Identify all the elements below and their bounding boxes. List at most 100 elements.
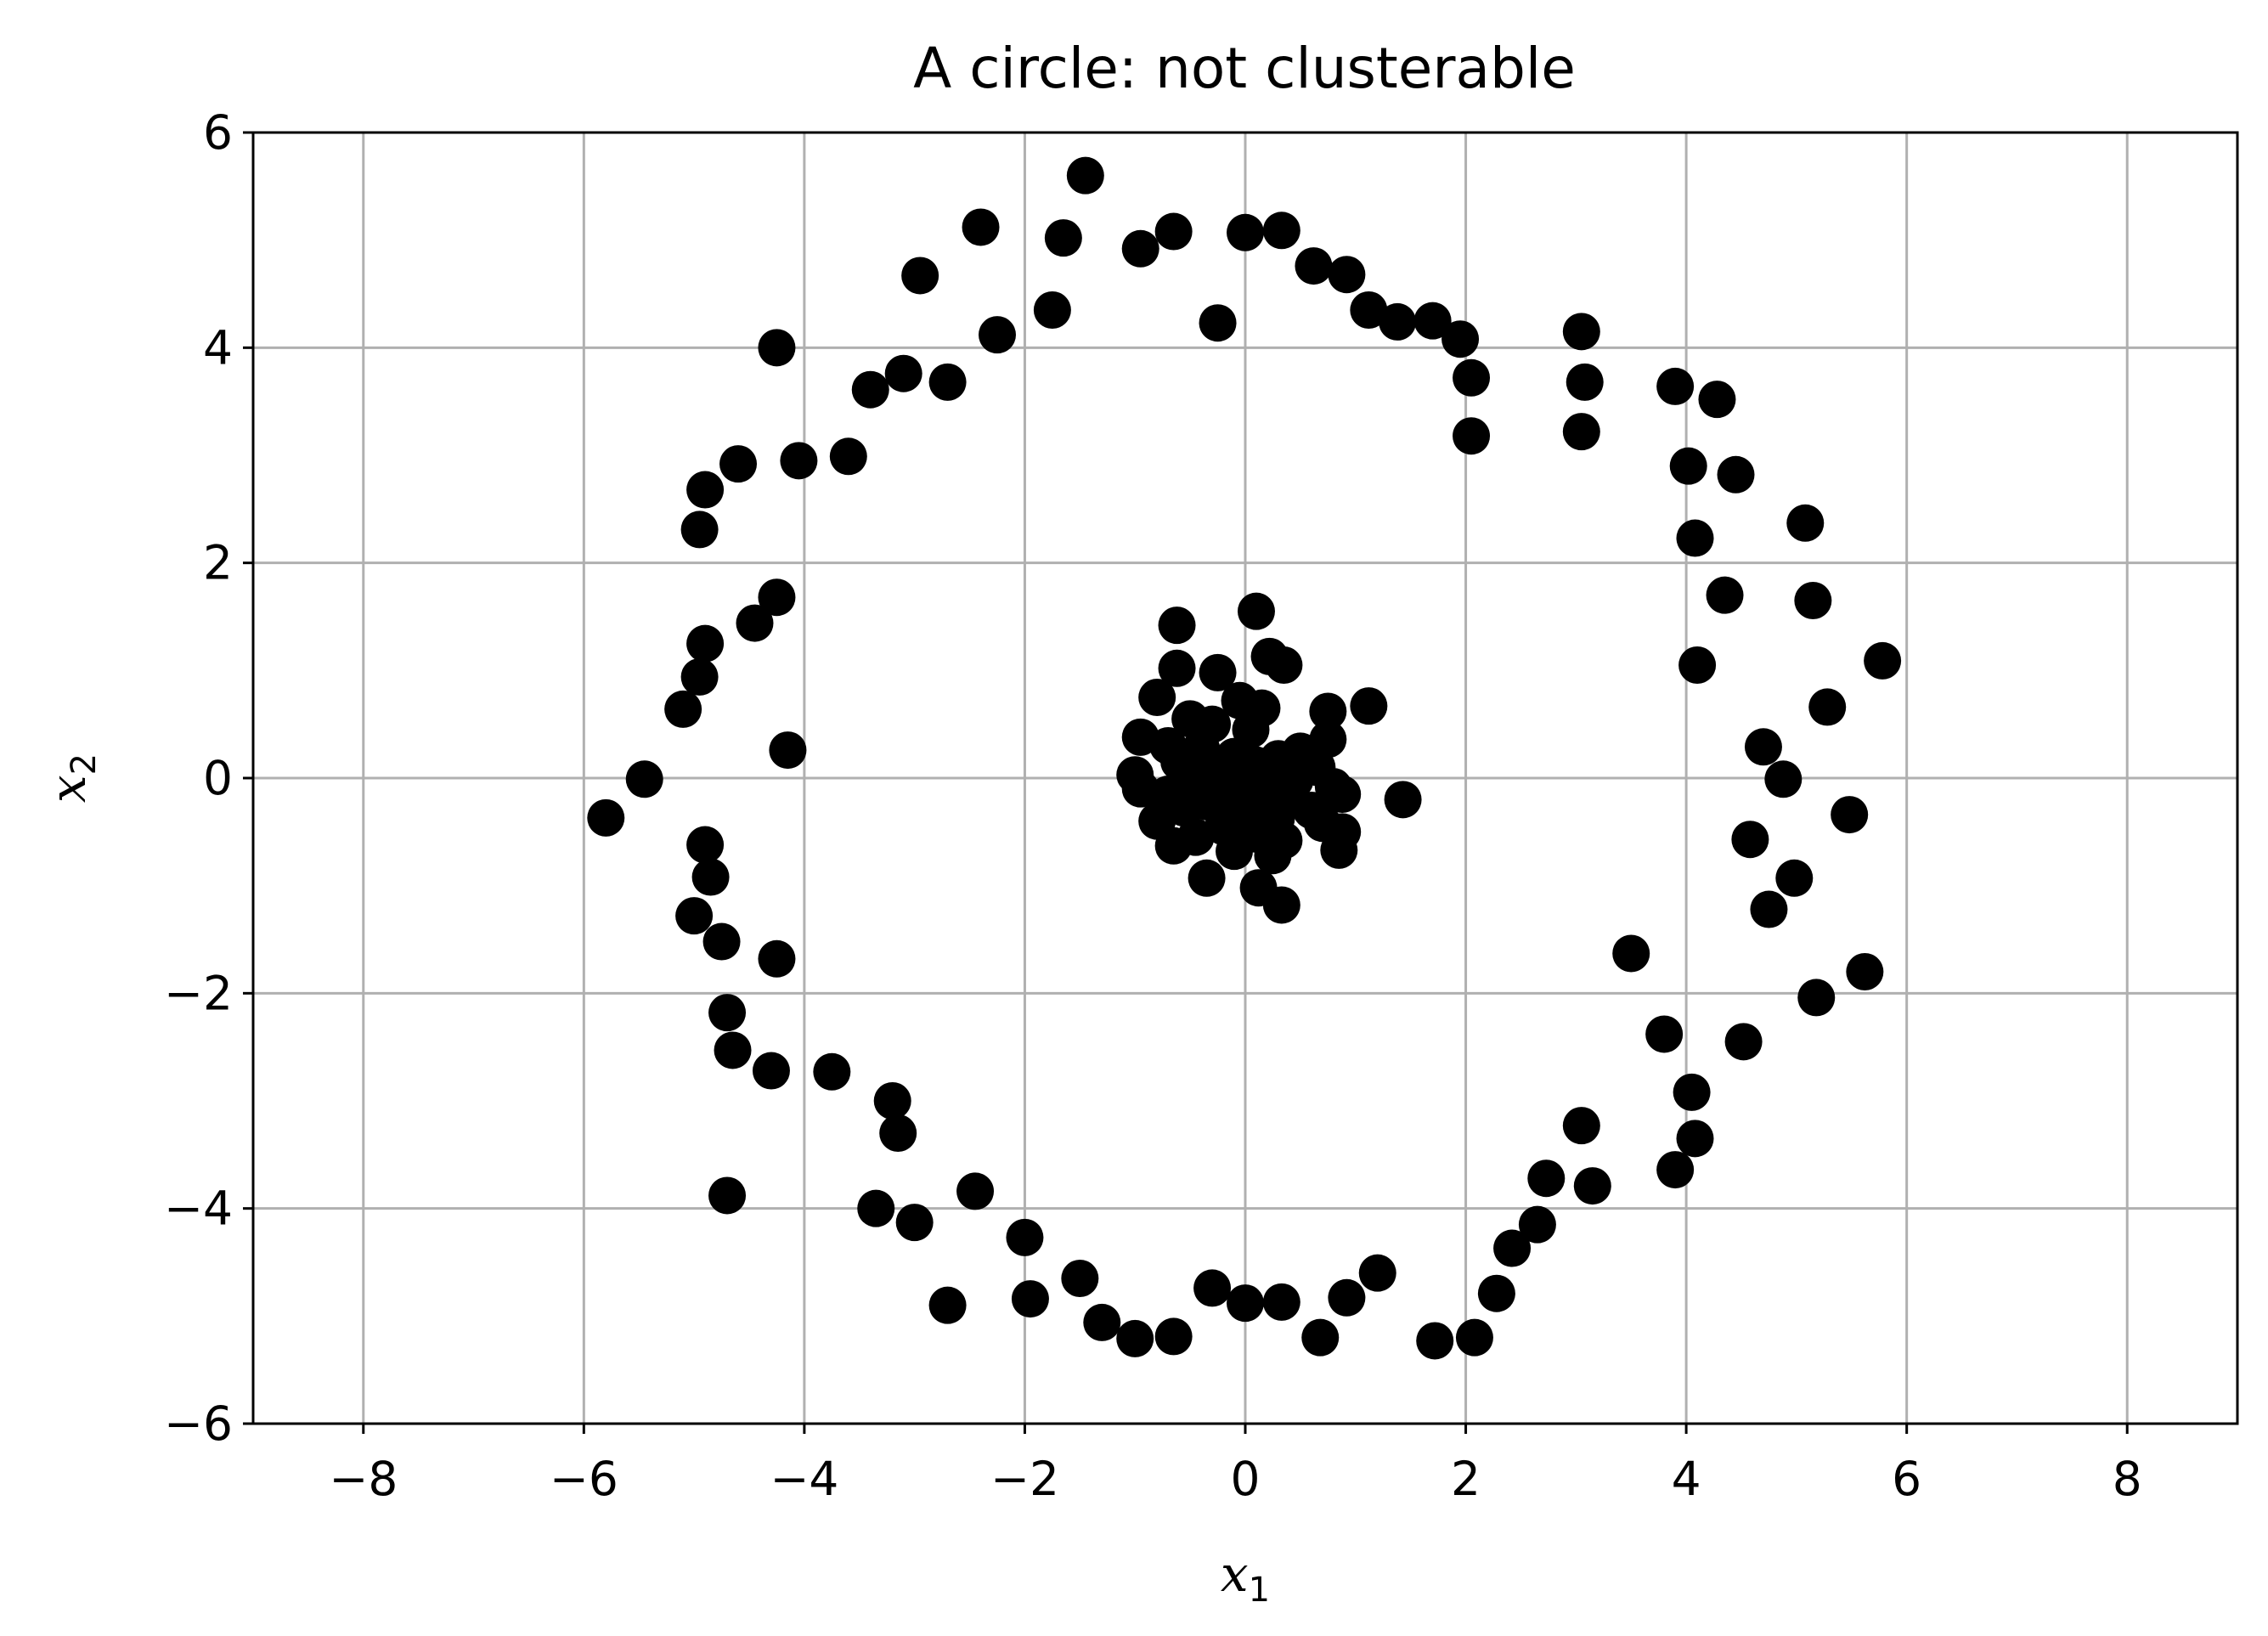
y-tick-label: −2 — [164, 966, 233, 1020]
data-point — [979, 316, 1016, 354]
x-tick-label: 4 — [1672, 1452, 1701, 1506]
data-point — [702, 922, 741, 961]
data-point — [1808, 688, 1847, 726]
data-point — [587, 798, 625, 837]
data-point — [1831, 796, 1869, 834]
data-point — [1044, 219, 1082, 257]
data-point — [1676, 1120, 1714, 1158]
data-point — [758, 578, 796, 617]
data-point — [1656, 367, 1695, 405]
data-point — [1786, 504, 1825, 542]
data-point — [1061, 1260, 1099, 1297]
data-point — [1562, 313, 1600, 351]
data-point — [1116, 1319, 1154, 1357]
data-point — [1227, 1284, 1264, 1323]
data-point — [1453, 417, 1491, 455]
y-tick-label: 4 — [203, 320, 233, 375]
data-point — [1158, 606, 1196, 645]
data-point — [625, 760, 663, 798]
data-point — [1724, 1023, 1763, 1061]
data-point — [1188, 859, 1226, 897]
data-point — [1416, 1322, 1454, 1360]
data-point — [1612, 934, 1650, 973]
data-point — [686, 826, 725, 864]
data-point — [664, 690, 702, 728]
data-point — [1328, 1278, 1366, 1317]
data-point — [1237, 592, 1275, 630]
data-point — [758, 939, 796, 978]
data-point — [1033, 291, 1071, 329]
data-point — [758, 329, 796, 367]
data-point — [708, 994, 747, 1032]
y-tick-label: −4 — [164, 1182, 233, 1236]
x-axis-label: x1 — [1221, 1545, 1270, 1610]
data-point — [1764, 760, 1803, 798]
data-point — [1706, 576, 1744, 614]
data-point — [1320, 831, 1358, 869]
data-point — [680, 657, 719, 696]
x-tick-label: 2 — [1451, 1452, 1481, 1506]
data-point — [962, 208, 1000, 246]
data-point — [1323, 776, 1362, 813]
data-point — [873, 1082, 911, 1120]
data-point — [1199, 304, 1237, 342]
data-points — [587, 156, 1902, 1360]
x-axis-label-base: x — [1221, 1545, 1249, 1603]
y-tick-label: 6 — [203, 105, 233, 160]
data-point — [1775, 859, 1814, 897]
data-point — [1678, 646, 1717, 684]
data-point — [928, 1286, 967, 1324]
data-point — [1295, 247, 1333, 285]
data-point — [680, 511, 719, 549]
data-point — [1441, 320, 1480, 358]
data-point — [1846, 953, 1884, 990]
data-point — [1262, 212, 1300, 250]
data-point — [1493, 1229, 1532, 1267]
data-point — [813, 1052, 851, 1091]
data-point — [752, 1052, 790, 1090]
y-axis-label: x2 — [39, 753, 104, 803]
data-point — [1645, 1015, 1684, 1053]
data-point — [1453, 358, 1491, 397]
x-axis-label-subscript: 1 — [1249, 1571, 1270, 1610]
data-point — [1673, 1073, 1711, 1111]
data-point — [708, 1176, 747, 1215]
data-point — [895, 1204, 934, 1242]
data-point — [1566, 363, 1604, 401]
data-point — [675, 897, 714, 935]
y-tick-label: 2 — [203, 536, 233, 590]
x-tick-label: 6 — [1892, 1452, 1921, 1506]
data-point — [1350, 291, 1388, 329]
data-point — [1573, 1167, 1611, 1205]
data-point — [928, 363, 967, 401]
x-tick-label: −2 — [990, 1452, 1059, 1506]
data-point — [1262, 886, 1300, 924]
data-point — [769, 731, 807, 770]
data-point — [1154, 212, 1193, 251]
data-point — [879, 1114, 917, 1152]
x-tick-label: −8 — [329, 1452, 398, 1506]
data-point — [1676, 519, 1714, 557]
data-point — [884, 354, 922, 392]
data-point — [1698, 381, 1736, 419]
data-point — [719, 445, 758, 483]
data-point — [1138, 679, 1176, 716]
data-point — [1199, 653, 1237, 691]
chart-title: A circle: not clusterable — [913, 36, 1576, 101]
y-axis-label-subscript: 2 — [65, 753, 104, 775]
data-point — [1731, 821, 1769, 859]
data-point — [1562, 1107, 1600, 1145]
y-axis-label-group: x2 — [39, 753, 104, 803]
data-point — [1794, 582, 1832, 619]
data-point — [1083, 1303, 1121, 1341]
data-point — [1384, 781, 1422, 819]
data-point — [1121, 229, 1159, 268]
data-point — [1154, 826, 1193, 865]
x-tick-label: −4 — [770, 1452, 838, 1506]
y-axis-ticks: −6 −4 −2 0 2 4 6 — [164, 105, 253, 1451]
data-point — [1379, 302, 1417, 341]
data-point — [901, 257, 939, 295]
data-point — [1717, 455, 1755, 494]
